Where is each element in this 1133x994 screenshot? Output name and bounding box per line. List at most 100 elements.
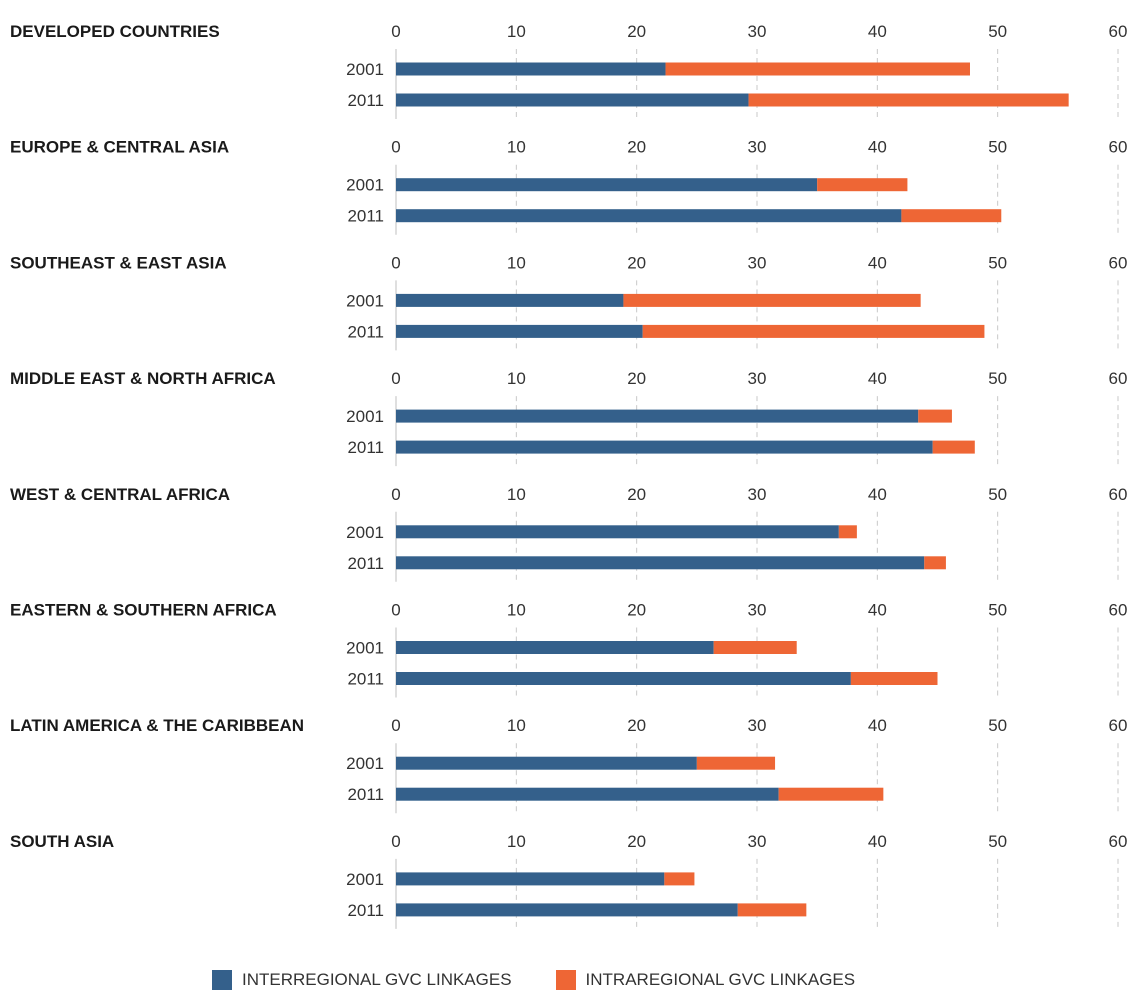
bar-interregional xyxy=(396,409,919,423)
x-tick-label: 20 xyxy=(627,22,646,41)
legend-label-intraregional: INTRAREGIONAL GVC LINKAGES xyxy=(585,970,856,989)
region-label: MIDDLE EAST & NORTH AFRICA xyxy=(10,369,276,388)
bar-intraregional xyxy=(850,672,938,685)
x-tick-label: 60 xyxy=(1109,369,1128,388)
x-tick-label: 10 xyxy=(507,716,526,735)
x-tick-label: 30 xyxy=(748,716,767,735)
year-label: 2011 xyxy=(347,322,384,341)
bar-intraregional xyxy=(778,787,884,801)
bar-interregional xyxy=(396,440,933,454)
bar-intraregional xyxy=(737,903,807,917)
region-label: DEVELOPED COUNTRIES xyxy=(10,22,220,41)
x-tick-label: 30 xyxy=(748,253,767,272)
bar-intraregional xyxy=(918,409,952,423)
region-label: SOUTHEAST & EAST ASIA xyxy=(10,253,227,272)
year-label: 2011 xyxy=(347,901,384,920)
x-tick-label: 60 xyxy=(1109,832,1128,851)
region-label: SOUTH ASIA xyxy=(10,832,114,851)
bar-interregional xyxy=(396,672,851,685)
x-tick-label: 20 xyxy=(627,601,646,620)
year-label: 2001 xyxy=(346,870,384,889)
x-tick-label: 0 xyxy=(391,485,400,504)
bar-interregional xyxy=(396,641,714,654)
legend-item-interregional: INTERREGIONAL GVC LINKAGES xyxy=(212,970,512,990)
year-label: 2001 xyxy=(346,407,384,426)
x-tick-label: 0 xyxy=(391,832,400,851)
bar-intraregional xyxy=(748,93,1069,107)
x-tick-label: 30 xyxy=(748,22,767,41)
x-tick-label: 20 xyxy=(627,832,646,851)
bar-interregional xyxy=(396,324,643,338)
region-label: EUROPE & CENTRAL ASIA xyxy=(10,138,229,157)
x-tick-label: 10 xyxy=(507,22,526,41)
x-tick-label: 30 xyxy=(748,369,767,388)
x-tick-label: 50 xyxy=(988,138,1007,157)
bar-intraregional xyxy=(924,556,946,570)
x-tick-label: 40 xyxy=(868,716,887,735)
bar-intraregional xyxy=(817,178,908,192)
x-tick-label: 50 xyxy=(988,601,1007,620)
x-tick-label: 10 xyxy=(507,138,526,157)
bar-intraregional xyxy=(696,756,776,770)
x-tick-label: 60 xyxy=(1109,22,1128,41)
x-tick-label: 20 xyxy=(627,253,646,272)
x-tick-label: 40 xyxy=(868,22,887,41)
year-label: 2011 xyxy=(347,438,384,457)
x-tick-label: 60 xyxy=(1109,601,1128,620)
x-tick-label: 20 xyxy=(627,369,646,388)
year-label: 2001 xyxy=(346,523,384,542)
x-tick-label: 30 xyxy=(748,832,767,851)
x-tick-label: 10 xyxy=(507,601,526,620)
x-tick-label: 10 xyxy=(507,832,526,851)
x-tick-label: 0 xyxy=(391,369,400,388)
x-tick-label: 40 xyxy=(868,253,887,272)
bar-interregional xyxy=(396,93,749,107)
x-tick-label: 50 xyxy=(988,485,1007,504)
year-label: 2001 xyxy=(346,291,384,310)
year-label: 2001 xyxy=(346,639,384,658)
legend-swatch-intraregional xyxy=(555,970,576,990)
x-tick-label: 0 xyxy=(391,716,400,735)
legend-swatch-interregional xyxy=(212,970,232,990)
year-label: 2011 xyxy=(347,91,384,110)
x-tick-label: 30 xyxy=(748,601,767,620)
bar-intraregional xyxy=(665,62,970,76)
region-label: WEST & CENTRAL AFRICA xyxy=(10,485,230,504)
x-tick-label: 30 xyxy=(748,138,767,157)
bar-intraregional xyxy=(642,324,985,338)
bar-interregional xyxy=(396,209,902,223)
bar-interregional xyxy=(396,903,738,917)
x-tick-label: 10 xyxy=(507,485,526,504)
x-tick-label: 0 xyxy=(391,601,400,620)
year-label: 2001 xyxy=(346,754,384,773)
x-tick-label: 50 xyxy=(988,832,1007,851)
x-tick-label: 60 xyxy=(1109,716,1128,735)
x-tick-label: 50 xyxy=(988,253,1007,272)
x-tick-label: 50 xyxy=(988,716,1007,735)
year-label: 2011 xyxy=(347,670,384,689)
region-label: EASTERN & SOUTHERN AFRICA xyxy=(10,601,277,620)
bar-interregional xyxy=(396,872,665,886)
x-tick-label: 10 xyxy=(507,369,526,388)
bar-interregional xyxy=(396,178,818,192)
x-tick-label: 50 xyxy=(988,369,1007,388)
bar-interregional xyxy=(396,293,624,307)
bar-interregional xyxy=(396,556,925,570)
x-tick-label: 40 xyxy=(868,138,887,157)
year-label: 2011 xyxy=(347,554,384,573)
year-label: 2011 xyxy=(347,207,384,226)
bar-intraregional xyxy=(713,641,797,654)
x-tick-label: 10 xyxy=(507,253,526,272)
year-label: 2011 xyxy=(347,785,384,804)
x-tick-label: 60 xyxy=(1109,138,1128,157)
region-label: LATIN AMERICA & THE CARIBBEAN xyxy=(10,716,304,735)
legend-item-intraregional: INTRAREGIONAL GVC LINKAGES xyxy=(555,970,856,990)
x-tick-label: 0 xyxy=(391,138,400,157)
x-tick-label: 40 xyxy=(868,832,887,851)
x-tick-label: 40 xyxy=(868,485,887,504)
bar-intraregional xyxy=(623,293,921,307)
x-tick-label: 0 xyxy=(391,253,400,272)
bar-interregional xyxy=(396,62,666,76)
x-tick-label: 60 xyxy=(1109,485,1128,504)
